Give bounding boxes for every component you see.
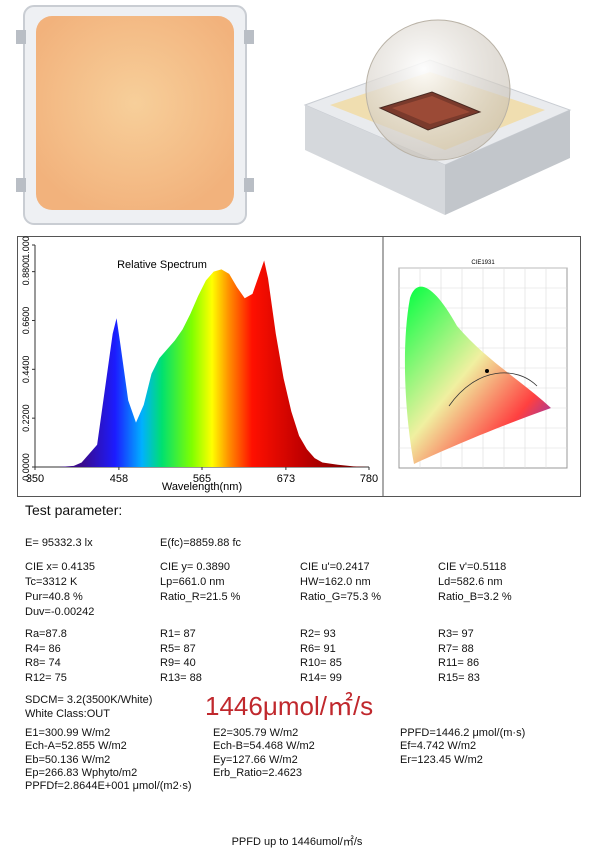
caption: PPFD up to 1446umol/㎡/s: [231, 836, 363, 848]
parameter: Ech-A=52.855 W/m2: [25, 740, 127, 753]
parameter: R3= 97: [438, 628, 474, 640]
parameter: PPFD=1446.2 μmol/(m·s): [400, 727, 526, 739]
parameter: Ey=127.66 W/m2: [213, 753, 298, 766]
y-tick-label: 0.8800: [21, 258, 31, 286]
x-axis-label: Wavelength(nm): [162, 481, 242, 493]
x-tick-label: 780: [360, 473, 378, 485]
parameter: HW=162.0 nm: [300, 576, 371, 588]
parameter: R4= 86: [25, 642, 61, 655]
parameter: Erb_Ratio=2.4623: [213, 766, 302, 779]
parameter: Ra=87.8: [25, 628, 67, 640]
parameter: R10= 85: [300, 657, 342, 669]
parameter: R2= 93: [300, 628, 336, 640]
x-tick-label: 673: [277, 473, 295, 485]
parameter: CIE y= 0.3890: [160, 561, 231, 573]
heading: Test parameter:: [25, 502, 123, 518]
ppfd-highlight: 1446μmol/㎡/s: [205, 691, 374, 721]
parameter: Eb=50.136 W/m2: [25, 753, 111, 766]
parameter: R9= 40: [160, 657, 196, 669]
x-tick-label: 565: [193, 473, 211, 485]
parameter: R12= 75: [25, 671, 67, 684]
parameter: R8= 74: [25, 657, 61, 669]
y-tick-label: 0.0000: [21, 453, 31, 481]
parameter: E1=300.99 W/m2: [25, 727, 111, 739]
parameter: SDCM= 3.2(3500K/White): [25, 694, 153, 706]
parameter: CIE u'=0.2417: [300, 561, 370, 573]
parameter: Pur=40.8 %: [25, 591, 83, 603]
spectrum-area: [35, 260, 369, 467]
parameter: R7= 88: [438, 642, 474, 655]
y-tick-label: 0.2200: [21, 404, 31, 432]
parameter: White Class:OUT: [25, 708, 110, 720]
parameter: Lp=661.0 nm: [160, 576, 225, 588]
parameter: E(fc)=8859.88 fc: [160, 537, 242, 549]
parameter: R6= 91: [300, 642, 336, 655]
y-tick-label: 0.6600: [21, 307, 31, 335]
cie-diagram: CIE1931: [398, 260, 568, 469]
parameter: CIE x= 0.4135: [25, 561, 96, 573]
parameter: Ef=4.742 W/m2: [400, 740, 477, 753]
parameter: E2=305.79 W/m2: [213, 727, 299, 739]
parameter: Tc=3312 K: [25, 576, 78, 588]
chart-title: Relative Spectrum: [117, 259, 207, 271]
parameter: R1= 87: [160, 628, 196, 640]
parameter: R15= 83: [438, 671, 480, 684]
cie-title: CIE1931: [471, 260, 495, 266]
y-tick-label: 1.0000: [21, 236, 31, 259]
parameter: Ratio_B=3.2 %: [438, 591, 512, 603]
parameter: Er=123.45 W/m2: [400, 753, 483, 766]
parameter: CIE v'=0.5118: [438, 561, 507, 573]
parameter: R5= 87: [160, 642, 196, 655]
parameter: Duv=-0.00242: [25, 606, 95, 618]
parameter: Ech-B=54.468 W/m2: [213, 740, 315, 753]
chart-panel: CIE1931 Relative Spectrum Wavelength(nm)…: [17, 236, 581, 497]
product-photos: [16, 5, 572, 225]
parameter: PPFDf=2.8644E+001 μmol/(m2·s): [25, 780, 192, 793]
parameter: Ep=266.83 Wphyto/m2: [25, 766, 138, 779]
x-tick-label: 350: [26, 473, 44, 485]
parameter: Ratio_G=75.3 %: [300, 591, 382, 603]
parameter: Ratio_R=21.5 %: [160, 591, 241, 603]
parameter: R11= 86: [438, 657, 480, 669]
parameter: Ld=582.6 nm: [438, 576, 503, 588]
parameter: R13= 88: [160, 671, 202, 684]
parameter: E= 95332.3 lx: [25, 537, 93, 549]
y-tick-label: 0.4400: [21, 356, 31, 384]
x-tick-label: 458: [110, 473, 128, 485]
parameter: R14= 99: [300, 671, 342, 684]
